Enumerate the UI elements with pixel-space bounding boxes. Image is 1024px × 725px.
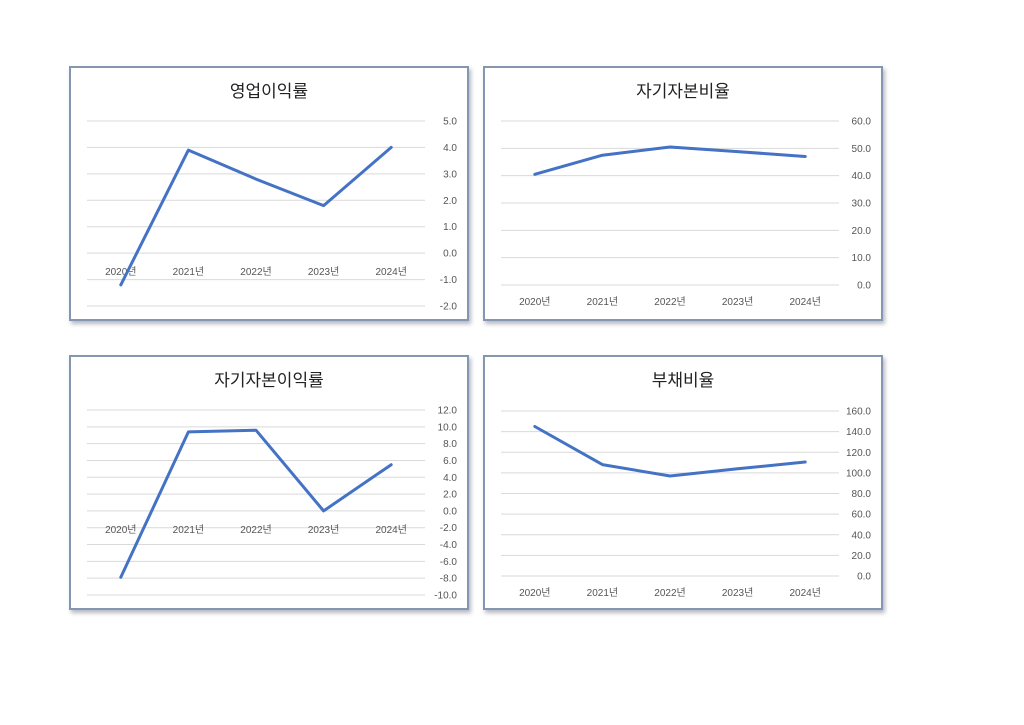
y-tick-label: 2.0 xyxy=(443,490,457,501)
y-tick-label: 6.0 xyxy=(443,456,457,467)
series-line xyxy=(533,425,807,478)
x-tick-label: 2024년 xyxy=(789,587,820,599)
chart-svg: 부채비율 160.0 140.0 120.0 100.0 80.0 60.0 40.0 20.0… xyxy=(501,371,872,599)
y-tick-label: -4.0 xyxy=(440,540,458,551)
x-tick-label: 2022년 xyxy=(654,296,685,308)
y-tick-label: -10.0 xyxy=(434,591,457,602)
y-tick-label: 4.0 xyxy=(443,143,457,154)
chart-title: 자기자본비율 xyxy=(636,82,730,102)
y-tick-label: 0.0 xyxy=(857,572,871,583)
chart-title: 부채비율 xyxy=(652,371,715,391)
chart-svg: 영업이익률 5.0 4.0 3.0 2.0 1.0 0.0 -1.0 -2.0 2020년 2021… xyxy=(87,82,458,313)
y-tick-label: 20.0 xyxy=(852,551,872,562)
chart-svg: 자기자본비율 60.0 50.0 40.0 30.0 20.0 10.0 0.0 2020년 20… xyxy=(501,82,872,308)
series-line xyxy=(119,145,393,287)
y-tick-label: 120.0 xyxy=(846,448,871,459)
y-tick-label: 60.0 xyxy=(852,117,872,128)
chart-panel-debt-ratio: 부채비율 160.0 140.0 120.0 100.0 80.0 60.0 40.0 20.0… xyxy=(483,355,883,610)
y-tick-label: -1.0 xyxy=(440,275,458,286)
y-tick-label: 2.0 xyxy=(443,196,457,207)
x-tick-label: 2024년 xyxy=(789,296,820,308)
chart-svg: 자기자본이익률 12.0 10.0 8.0 6.0 4.0 2.0 0.0 -2.0 -4.0 -6… xyxy=(87,371,458,602)
y-tick-label: 50.0 xyxy=(852,144,872,155)
y-tick-label: -6.0 xyxy=(440,557,458,568)
y-tick-label: 12.0 xyxy=(438,406,458,417)
x-tick-label: 2023년 xyxy=(308,266,339,278)
x-tick-label: 2022년 xyxy=(654,587,685,599)
y-tick-label: 8.0 xyxy=(443,439,457,450)
x-tick-label: 2021년 xyxy=(173,524,204,536)
y-tick-label: 60.0 xyxy=(852,510,872,521)
y-tick-label: 0.0 xyxy=(857,281,871,292)
x-tick-label: 2022년 xyxy=(240,524,271,536)
y-tick-label: -2.0 xyxy=(440,523,458,534)
chart-panel-equity-ratio: 자기자본비율 60.0 50.0 40.0 30.0 20.0 10.0 0.0 2020년 20… xyxy=(483,66,883,321)
y-tick-label: 30.0 xyxy=(852,199,872,210)
y-tick-label: 100.0 xyxy=(846,468,871,479)
y-tick-label: 80.0 xyxy=(852,489,872,500)
x-tick-label: 2020년 xyxy=(519,587,550,599)
x-tick-label: 2024년 xyxy=(375,524,406,536)
x-tick-label: 2024년 xyxy=(375,266,406,278)
y-tick-label: 0.0 xyxy=(443,506,457,517)
x-tick-label: 2023년 xyxy=(722,587,753,599)
chart-panel-operating-margin: 영업이익률 5.0 4.0 3.0 2.0 1.0 0.0 -1.0 -2.0 2020년 2021… xyxy=(69,66,469,321)
x-tick-label: 2020년 xyxy=(519,296,550,308)
chart-title: 자기자본이익률 xyxy=(214,371,323,391)
series-line xyxy=(533,145,807,176)
y-tick-label: 3.0 xyxy=(443,169,457,180)
y-tick-label: 4.0 xyxy=(443,473,457,484)
x-tick-label: 2023년 xyxy=(308,524,339,536)
y-tick-label: 10.0 xyxy=(438,422,458,433)
y-tick-label: 40.0 xyxy=(852,171,872,182)
y-tick-label: 20.0 xyxy=(852,226,872,237)
x-tick-label: 2021년 xyxy=(173,266,204,278)
x-tick-label: 2020년 xyxy=(105,266,136,278)
x-tick-label: 2022년 xyxy=(240,266,271,278)
x-tick-label: 2021년 xyxy=(587,587,618,599)
x-tick-label: 2020년 xyxy=(105,524,136,536)
y-tick-label: 5.0 xyxy=(443,117,457,128)
y-tick-label: 10.0 xyxy=(852,253,872,264)
x-tick-label: 2023년 xyxy=(722,296,753,308)
y-tick-label: -8.0 xyxy=(440,574,458,585)
x-tick-label: 2021년 xyxy=(587,296,618,308)
y-tick-label: 1.0 xyxy=(443,222,457,233)
y-tick-label: 140.0 xyxy=(846,427,871,438)
y-tick-label: 160.0 xyxy=(846,407,871,418)
series-line xyxy=(119,428,393,579)
y-tick-label: 40.0 xyxy=(852,530,872,541)
chart-panel-roe: 자기자본이익률 12.0 10.0 8.0 6.0 4.0 2.0 0.0 -2.0 -4.0 -6… xyxy=(69,355,469,610)
y-tick-label: 0.0 xyxy=(443,249,457,260)
chart-title: 영업이익률 xyxy=(230,82,308,102)
y-tick-label: -2.0 xyxy=(440,302,458,313)
